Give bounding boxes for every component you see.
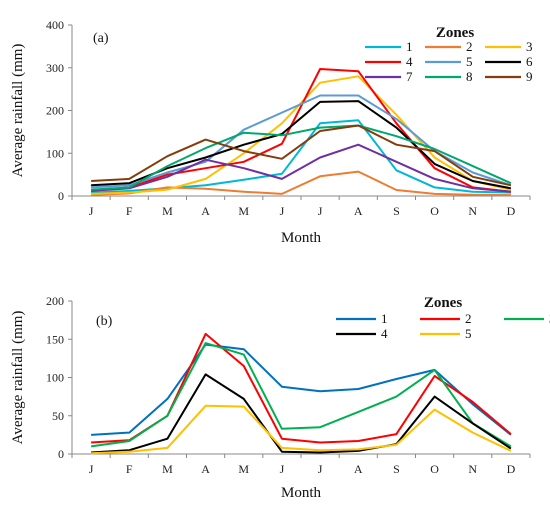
x-tick-label: S (393, 462, 400, 476)
x-tick-label: M (238, 462, 249, 476)
x-axis-label: Month (281, 485, 322, 501)
series-line-zone-2 (91, 170, 511, 197)
x-tick-label: J (318, 462, 323, 476)
legend-label: 7 (406, 69, 413, 84)
series-line-zone-3 (90, 342, 512, 448)
y-axis-label: Average rainfall (mm) (10, 44, 26, 178)
x-tick-label: O (430, 462, 439, 476)
series-line-zone-4 (91, 373, 512, 454)
x-tick-label: S (393, 204, 400, 218)
x-tick-label: M (162, 462, 173, 476)
legend-label: 5 (465, 326, 472, 341)
legend-label: 9 (526, 69, 533, 84)
series-line-zone-5 (91, 404, 512, 455)
x-axis-label: Month (281, 230, 322, 246)
x-tick-label: M (238, 204, 249, 218)
x-tick-label: O (430, 204, 439, 218)
y-tick-label: 50 (52, 409, 64, 423)
x-tick-label: A (201, 204, 210, 218)
legend-label: 8 (466, 69, 473, 84)
y-tick-label: 300 (46, 61, 64, 75)
x-tick-label: N (468, 204, 477, 218)
x-tick-label: A (354, 462, 363, 476)
legend-title: Zones (436, 25, 475, 41)
chart-panel-1: 0 100 200 300 400 J F M A M J J A S O N D Month Average ra… (10, 18, 533, 246)
y-tick-label: 200 (46, 104, 64, 118)
series-line-zone-8 (91, 124, 512, 191)
x-tick-label: A (201, 462, 210, 476)
y-tick-label: 100 (46, 371, 64, 385)
x-tick-label: A (354, 204, 363, 218)
x-tick-label: N (468, 462, 477, 476)
x-tick-label: J (280, 462, 285, 476)
x-tick-label: J (280, 204, 285, 218)
x-tick-label: J (318, 204, 323, 218)
legend-label: 3 (526, 39, 533, 54)
series-line-zone-9 (91, 124, 512, 187)
legend-label: 2 (465, 311, 472, 326)
y-tick-label: 150 (46, 332, 64, 346)
y-tick-label: 0 (58, 189, 64, 203)
x-tick-label: J (89, 204, 94, 218)
y-axis-label: Average rainfall (mm) (10, 311, 26, 445)
chart-panel-2: 0 50 100 150 200 J F M A M J J A S O N D Month Average rai… (10, 294, 550, 501)
legend-label: 1 (406, 39, 413, 54)
series-line-zone-7 (91, 143, 511, 193)
panel-label: (b) (96, 314, 113, 329)
series-line-zone-1 (91, 343, 512, 436)
x-tick-label: J (89, 462, 94, 476)
y-tick-label: 200 (46, 294, 64, 308)
legend-label: 4 (381, 326, 388, 341)
legend-label: 1 (381, 311, 388, 326)
x-tick-label: D (507, 462, 516, 476)
legend-label: 5 (466, 54, 473, 69)
x-tick-label: F (126, 204, 133, 218)
x-tick-label: F (126, 462, 133, 476)
x-tick-label: D (507, 204, 516, 218)
legend-label: 2 (466, 39, 473, 54)
legend-label: 4 (406, 54, 413, 69)
legend: Zones 1 2 3 4 5 6 7 8 9 (365, 25, 533, 84)
x-tick-label: M (162, 204, 173, 218)
legend-label: 6 (526, 54, 533, 69)
y-tick-label: 0 (58, 447, 64, 461)
panel-label: (a) (93, 31, 109, 46)
y-tick-label: 400 (46, 18, 64, 32)
y-tick-label: 100 (46, 146, 64, 160)
series-line-zone-4 (91, 68, 512, 193)
legend-title: Zones (424, 295, 463, 311)
